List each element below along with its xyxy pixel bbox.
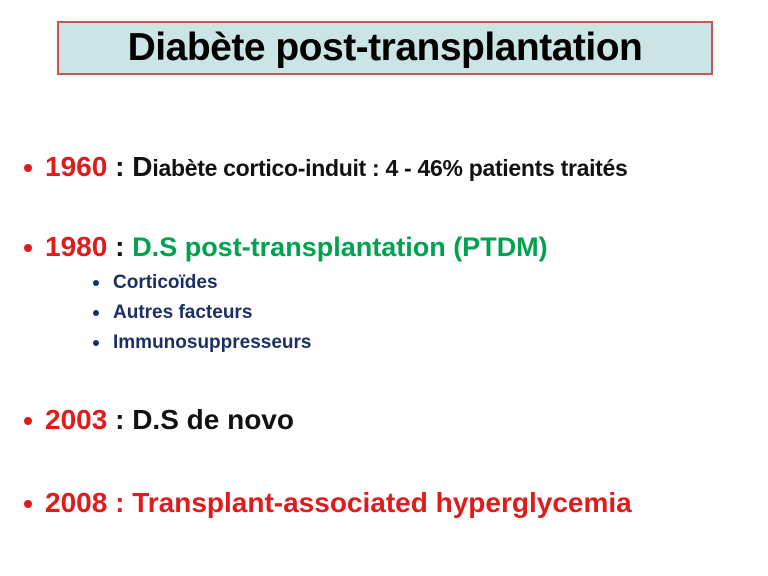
subbullet-dot-icon [93, 340, 99, 346]
bullet-2003-text: D.S de novo [132, 404, 294, 435]
bullet-dot-icon [24, 500, 32, 508]
bullet-dot-icon [24, 164, 32, 172]
slide-title: Diabète post-transplantation [127, 26, 643, 69]
lead-capital: D [132, 151, 153, 182]
year-2008: 2008 [45, 487, 108, 518]
subbullet-autres-facteurs: Autres facteurs [93, 300, 758, 326]
separator: : [107, 404, 133, 435]
bullet-1980-text: D.S post-transplantation (PTDM) [132, 232, 548, 262]
bullet-1960-text: iabète cortico-induit : 4 - 46% patients… [152, 155, 628, 181]
bullet-dot-icon [24, 244, 32, 252]
year-1960: 1960 [45, 151, 108, 182]
bullet-2003: 2003 : D.S de novo [24, 403, 758, 437]
subbullet-immunosuppresseurs: Immunosuppresseurs [93, 330, 758, 356]
separator: : [107, 151, 133, 182]
bullet-2008-text: Transplant-associated hyperglycemia [132, 487, 632, 518]
subbullet-dot-icon [93, 310, 99, 316]
bullet-1980: 1980 : D.S post-transplantation (PTDM) [24, 230, 758, 264]
subbullet-text: Corticoïdes [113, 272, 218, 293]
year-1980: 1980 [45, 231, 108, 262]
separator: : [107, 487, 133, 518]
bullet-2008: 2008 : Transplant-associated hyperglycem… [24, 486, 758, 520]
year-2003: 2003 [45, 404, 108, 435]
title-banner: Diabète post-transplantation [57, 21, 713, 75]
subbullet-corticoides: Corticoïdes [93, 270, 758, 296]
bullet-dot-icon [24, 417, 32, 425]
subbullet-dot-icon [93, 280, 99, 286]
separator: : [107, 231, 133, 262]
subbullet-text: Autres facteurs [113, 302, 253, 323]
bullet-1960: 1960 : Diabète cortico-induit : 4 - 46% … [24, 150, 758, 184]
subbullet-text: Immunosuppresseurs [113, 332, 312, 353]
